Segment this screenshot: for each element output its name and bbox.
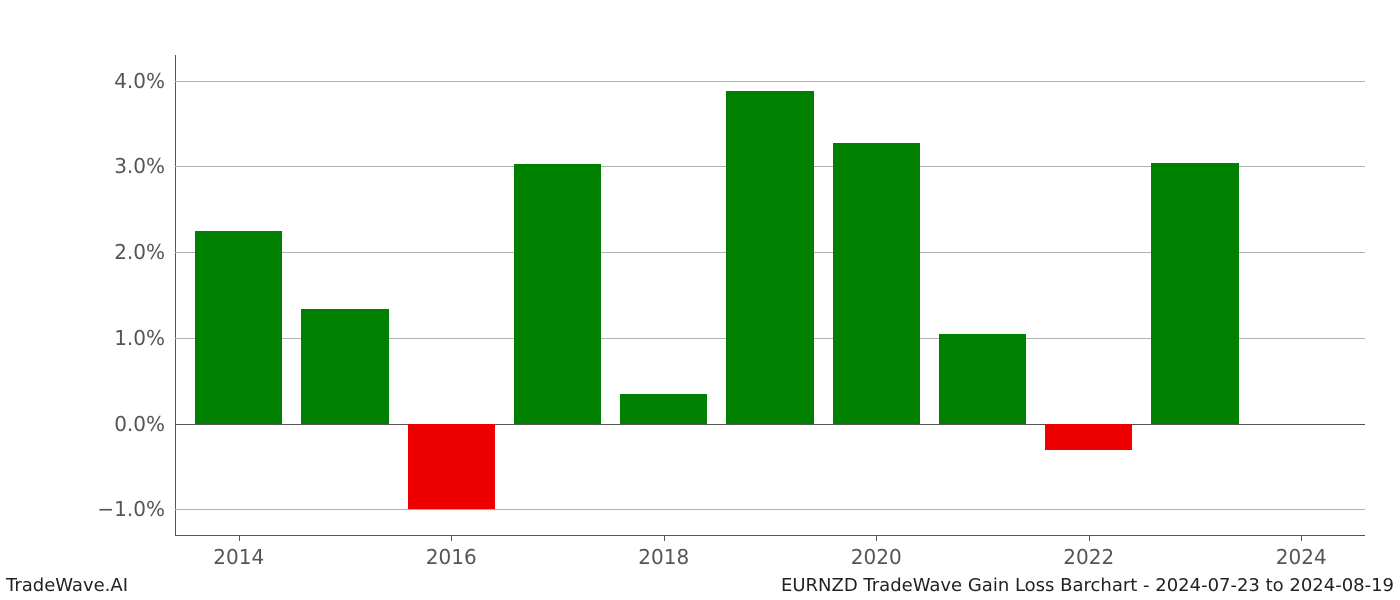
ytick-label: 0.0% bbox=[114, 412, 165, 436]
bar bbox=[195, 231, 282, 424]
axis-spine-bottom bbox=[175, 535, 1365, 536]
bar bbox=[514, 164, 601, 424]
ytick-label: 2.0% bbox=[114, 240, 165, 264]
bar bbox=[939, 334, 1026, 423]
xtick-label: 2020 bbox=[851, 545, 902, 569]
bar bbox=[1151, 163, 1238, 424]
ytick-label: 3.0% bbox=[114, 154, 165, 178]
xtick-label: 2024 bbox=[1276, 545, 1327, 569]
footer-caption: EURNZD TradeWave Gain Loss Barchart - 20… bbox=[781, 575, 1394, 596]
bar bbox=[833, 143, 920, 423]
bar bbox=[408, 424, 495, 510]
xtick-mark bbox=[239, 535, 240, 541]
xtick-mark bbox=[1089, 535, 1090, 541]
zero-line bbox=[175, 424, 1365, 425]
xtick-label: 2016 bbox=[426, 545, 477, 569]
bar bbox=[1045, 424, 1132, 451]
ytick-label: 4.0% bbox=[114, 69, 165, 93]
bar bbox=[726, 91, 813, 424]
xtick-label: 2018 bbox=[638, 545, 689, 569]
xtick-mark bbox=[664, 535, 665, 541]
bar bbox=[620, 394, 707, 424]
footer-brand: TradeWave.AI bbox=[6, 575, 128, 596]
xtick-label: 2022 bbox=[1063, 545, 1114, 569]
plot-area bbox=[175, 55, 1365, 535]
gridline bbox=[175, 509, 1365, 510]
xtick-mark bbox=[876, 535, 877, 541]
bar bbox=[301, 309, 388, 424]
xtick-mark bbox=[1301, 535, 1302, 541]
xtick-label: 2014 bbox=[213, 545, 264, 569]
bar-chart bbox=[175, 55, 1365, 535]
ytick-label: −1.0% bbox=[97, 497, 165, 521]
gridline bbox=[175, 81, 1365, 82]
xtick-mark bbox=[451, 535, 452, 541]
ytick-label: 1.0% bbox=[114, 326, 165, 350]
